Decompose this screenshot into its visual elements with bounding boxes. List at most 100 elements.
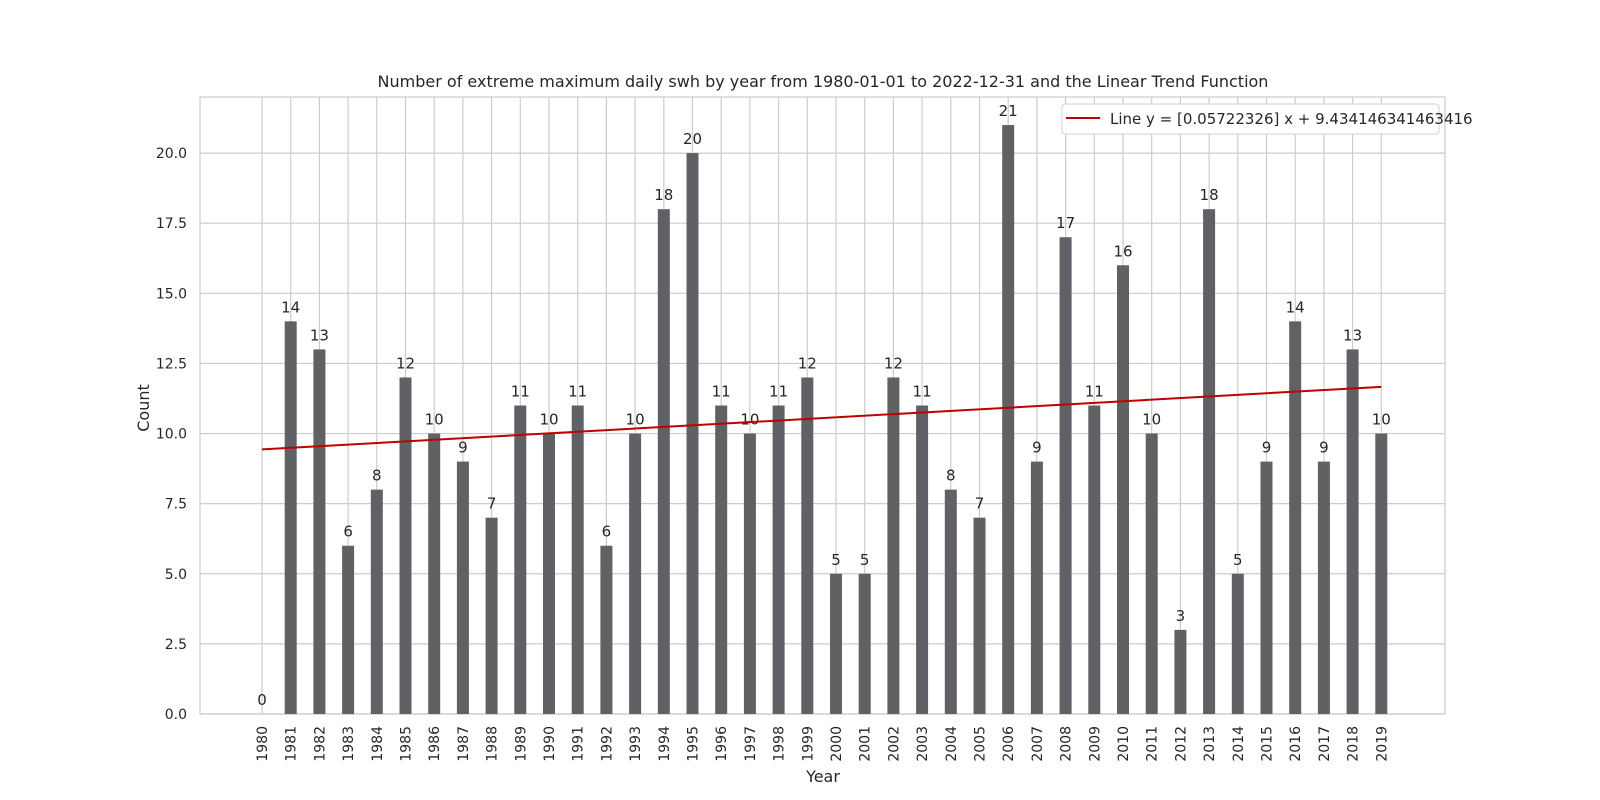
bar — [801, 377, 814, 714]
x-tick-label: 1998 — [772, 726, 788, 762]
bar — [1088, 405, 1101, 714]
bar-value-label: 11 — [1085, 383, 1104, 401]
x-tick-label: 2004 — [944, 726, 960, 762]
x-tick-label: 1997 — [743, 726, 759, 762]
x-tick-label: 2006 — [1001, 726, 1017, 762]
bar-value-label: 6 — [343, 523, 353, 541]
y-tick-label: 15.0 — [156, 286, 187, 302]
bar — [342, 545, 355, 714]
x-axis-label: Year — [805, 767, 840, 786]
bar-value-label: 9 — [1032, 439, 1042, 457]
bar-value-label: 13 — [1343, 326, 1362, 344]
x-tick-label: 1996 — [714, 726, 730, 762]
bar — [1030, 461, 1043, 714]
bar-value-label: 12 — [884, 354, 903, 372]
x-tick-label: 1994 — [657, 726, 673, 762]
bar — [772, 405, 785, 714]
y-tick-label: 10.0 — [156, 427, 187, 443]
bar-value-label: 11 — [913, 383, 932, 401]
y-axis-label: Count — [134, 384, 153, 432]
bar — [743, 433, 756, 714]
bar — [1002, 125, 1015, 714]
bar — [1375, 433, 1388, 714]
bar — [715, 405, 728, 714]
grid-layer — [200, 97, 1445, 715]
bar — [629, 433, 642, 714]
bar-value-label: 9 — [458, 439, 468, 457]
y-tick-label: 2.5 — [165, 637, 187, 653]
bar-value-label: 0 — [257, 691, 267, 709]
bar — [370, 489, 383, 714]
y-tick-label: 20.0 — [156, 146, 187, 162]
x-tick-label: 2013 — [1202, 726, 1218, 762]
bar-value-label: 14 — [281, 298, 300, 316]
x-tick-label: 1986 — [427, 726, 443, 762]
bar-value-label: 5 — [1233, 551, 1243, 569]
bar — [1059, 237, 1072, 714]
bar-value-label: 11 — [769, 383, 788, 401]
legend-label-prefix: Line — [1110, 110, 1146, 128]
x-tick-label: 1990 — [542, 726, 558, 762]
x-tick-label: 1981 — [284, 726, 300, 762]
bar — [543, 433, 555, 714]
bar — [1231, 573, 1244, 714]
bar — [1117, 265, 1129, 714]
bar — [1260, 461, 1273, 714]
bar — [456, 461, 469, 714]
chart-title: Number of extreme maximum daily swh by y… — [378, 72, 1269, 91]
bar — [571, 405, 584, 714]
plot-frame — [199, 96, 1446, 715]
bar — [973, 517, 986, 714]
x-tick-label: 2010 — [1116, 726, 1132, 762]
y-tick-label: 7.5 — [165, 497, 187, 513]
bar-value-label: 8 — [946, 467, 956, 485]
bar — [830, 573, 842, 714]
bar — [399, 377, 412, 714]
trend-layer — [261, 385, 1382, 451]
x-tick-label: 2001 — [858, 726, 874, 762]
bar-value-label: 5 — [831, 551, 841, 569]
bar — [1145, 433, 1158, 714]
x-tick-label: 1987 — [456, 726, 472, 762]
x-tick-label: 1988 — [485, 726, 501, 762]
x-tick-label: 2011 — [1145, 726, 1161, 762]
bar — [428, 433, 441, 714]
x-tick-label: 1985 — [399, 726, 415, 762]
bar-value-label: 14 — [1286, 298, 1305, 316]
bar-value-label: 7 — [975, 495, 985, 513]
bars-layer — [284, 125, 1388, 714]
bar-value-label: 10 — [740, 411, 759, 429]
legend-label-formula: y = [0.05722326] x + 9.434146341463416 — [1146, 110, 1473, 128]
bar-value-label: 5 — [860, 551, 870, 569]
x-tick-label: 2009 — [1087, 726, 1103, 762]
bar-value-label: 18 — [1200, 186, 1219, 204]
x-tick-label: 1995 — [686, 726, 702, 762]
legend-box — [1061, 103, 1440, 135]
bar-value-label: 7 — [487, 495, 497, 513]
bar-value-label: 10 — [1142, 411, 1161, 429]
bar-value-label: 12 — [396, 354, 415, 372]
bar — [944, 489, 957, 714]
bar-value-label: 20 — [683, 130, 702, 148]
bar-value-label: 21 — [999, 102, 1018, 120]
bar — [657, 209, 670, 714]
x-tick-label: 1982 — [312, 726, 328, 762]
x-tick-label: 2012 — [1173, 726, 1189, 762]
x-tick-label: 2018 — [1346, 726, 1362, 762]
x-tick-label: 2002 — [886, 726, 902, 762]
bar-value-label: 12 — [798, 354, 817, 372]
x-tick-label: 1983 — [341, 726, 357, 762]
bar-value-label: 10 — [626, 411, 645, 429]
bar — [485, 517, 498, 714]
x-tick-label: 1980 — [255, 726, 271, 762]
x-tick-label: 2008 — [1059, 726, 1075, 762]
x-tick-label: 1992 — [599, 726, 615, 762]
bar-value-label: 11 — [511, 383, 530, 401]
bar — [1346, 349, 1359, 714]
y-tick-label: 5.0 — [165, 567, 187, 583]
bar — [1317, 461, 1330, 714]
bar-value-label: 13 — [310, 326, 329, 344]
bar — [1203, 209, 1216, 714]
x-tick-label: 2016 — [1288, 726, 1304, 762]
bar-value-label: 10 — [1372, 411, 1391, 429]
